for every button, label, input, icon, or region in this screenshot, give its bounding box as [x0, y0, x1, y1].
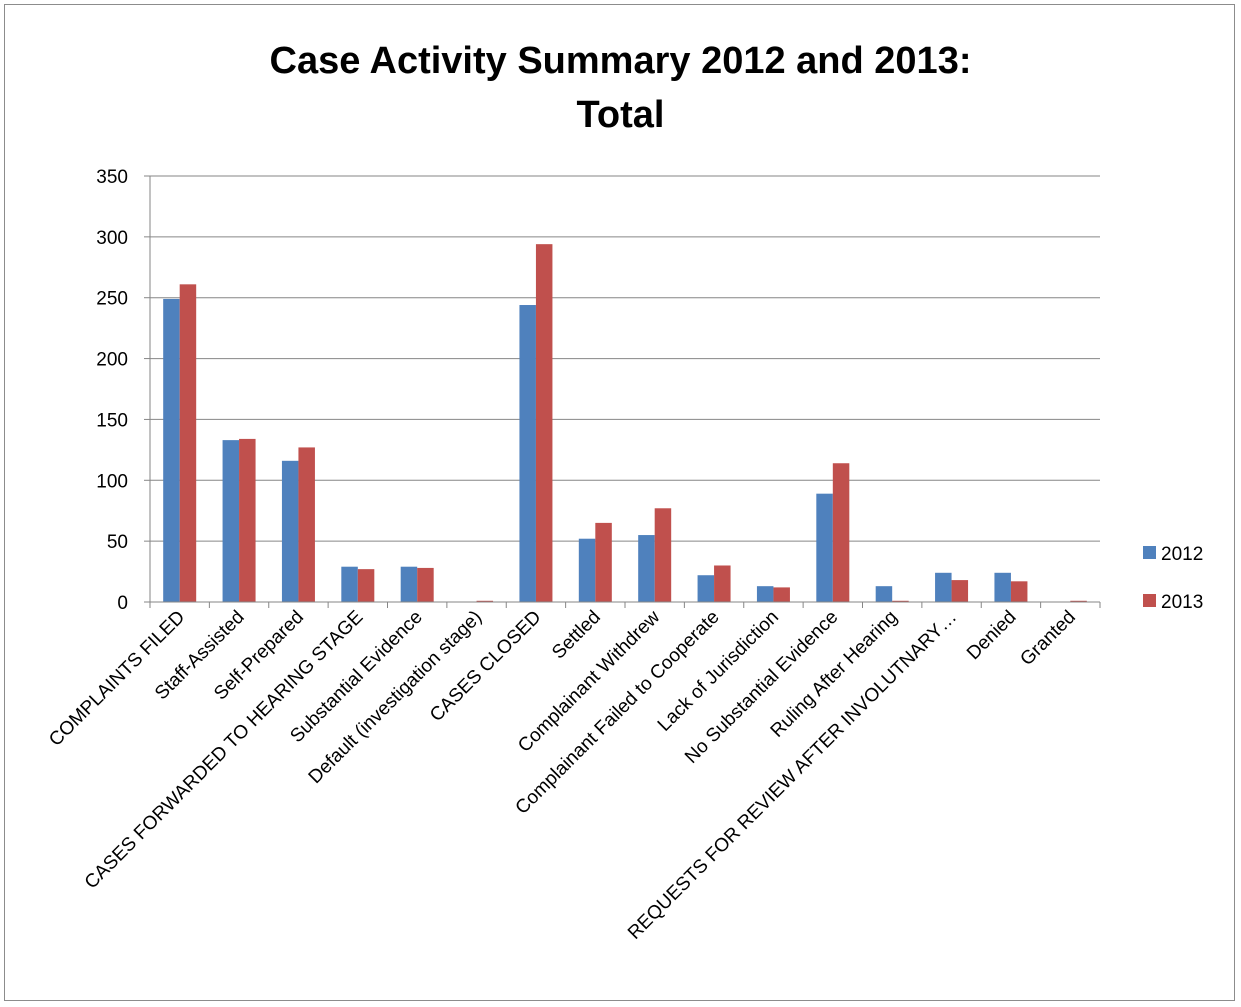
bar-2013 [832, 463, 850, 602]
bar-2012 [638, 535, 655, 602]
bar-2012 [756, 586, 774, 602]
x-category-label: Granted [1016, 607, 1079, 670]
legend-label-2012: 2012 [1161, 544, 1203, 565]
x-category-label: CASES CLOSED [426, 607, 545, 726]
bar-2012 [163, 298, 180, 602]
chart-title-line2: Total [576, 94, 665, 136]
bar-2012 [816, 493, 833, 602]
x-axis-labels: COMPLAINTS FILEDStaff-AssistedSelf-Prepa… [45, 606, 1080, 943]
y-tick-label: 300 [96, 228, 128, 249]
bar-2013 [476, 600, 494, 602]
bar-2012 [578, 538, 596, 602]
y-axis-ticks: 0 50 100 150 200 250 300 350 [96, 167, 150, 614]
bar-2013 [179, 284, 197, 602]
y-tick-label: 0 [117, 593, 128, 614]
y-tick-label: 250 [96, 289, 128, 310]
x-category-label: CASES FORWARDED TO HEARING STAGE [81, 607, 368, 894]
legend: 2012 2013 [1143, 544, 1203, 613]
x-category-label: Settled [548, 607, 605, 664]
bar-2013 [773, 587, 790, 602]
bar-2013 [417, 567, 434, 602]
bar-2012 [400, 566, 418, 602]
bar-2013 [298, 447, 315, 602]
y-tick-label: 350 [96, 167, 128, 188]
bars [163, 244, 1087, 602]
bar-2013 [1010, 581, 1028, 602]
y-tick-label: 50 [107, 532, 128, 553]
bar-2012 [281, 460, 299, 602]
grid-lines [150, 175, 1100, 542]
y-tick-label: 200 [96, 350, 128, 371]
bar-2012 [697, 575, 715, 602]
bar-2012 [875, 586, 893, 602]
axes [149, 176, 1101, 608]
x-category-label: Denied [963, 607, 1020, 664]
legend-swatch-2012 [1143, 546, 1156, 559]
chart-title: Case Activity Summary 2012 and 2013: Tot… [0, 34, 1241, 142]
bar-2012 [994, 572, 1011, 602]
bar-2012 [519, 305, 536, 602]
bar-2013 [951, 580, 969, 602]
bar-2013 [654, 508, 672, 602]
bar-2012 [935, 572, 952, 602]
legend-label-2013: 2013 [1161, 592, 1203, 613]
bar-2013 [535, 244, 553, 602]
y-tick-label: 100 [96, 471, 128, 492]
chart-frame [4, 4, 1235, 1001]
y-tick-label: 150 [96, 410, 128, 431]
bar-2012 [222, 440, 240, 602]
bar-2013 [595, 522, 612, 602]
bar-2013 [239, 438, 256, 602]
legend-swatch-2013 [1143, 594, 1156, 607]
bar-2013 [714, 565, 731, 602]
bar-2012 [341, 566, 358, 602]
bar-2013 [357, 569, 375, 602]
bar-2013 [1070, 600, 1087, 602]
bar-2013 [892, 600, 909, 602]
chart-title-line1: Case Activity Summary 2012 and 2013: [269, 40, 972, 82]
